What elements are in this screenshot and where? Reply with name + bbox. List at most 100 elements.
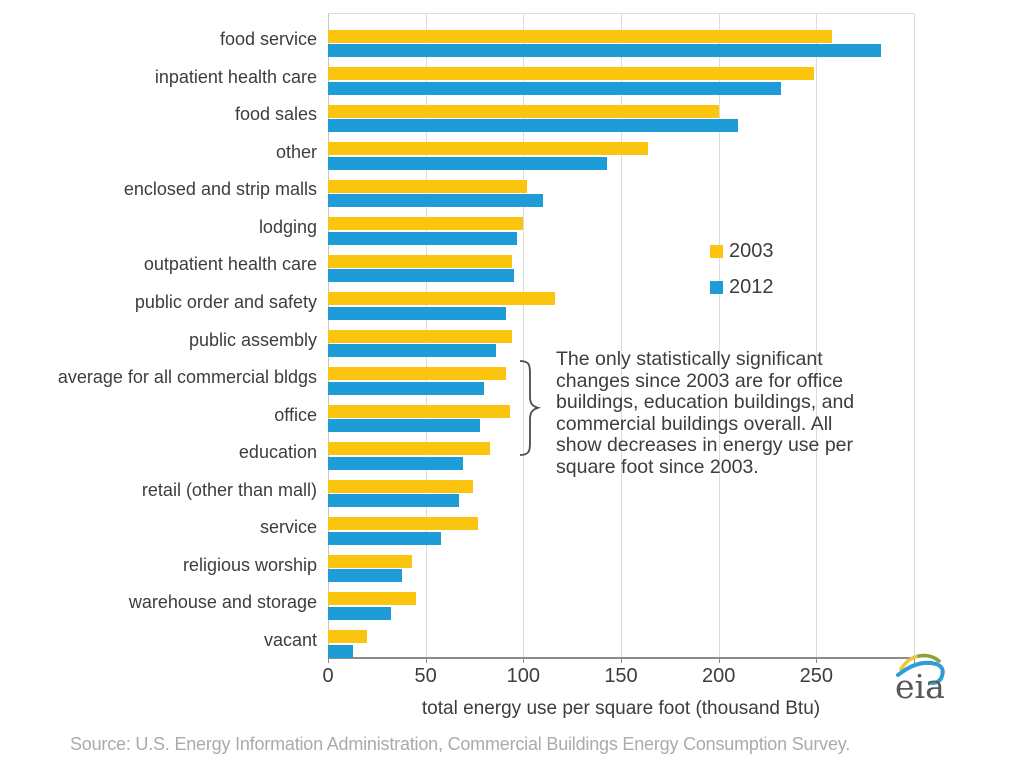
category-row: public order and safety <box>0 284 914 322</box>
bar-2003 <box>328 554 412 568</box>
category-label: other <box>275 141 317 162</box>
bar-2012 <box>328 456 463 470</box>
category-label: food service <box>219 29 317 50</box>
bar-group <box>328 584 914 622</box>
gridline <box>914 14 915 657</box>
category-row: outpatient health care <box>0 246 914 284</box>
legend-label-2012: 2012 <box>729 276 774 298</box>
category-row: enclosed and strip malls <box>0 171 914 209</box>
tick-mark <box>914 658 915 663</box>
bar-group <box>328 359 914 397</box>
category-label: warehouse and storage <box>128 592 317 613</box>
bar-2012 <box>328 44 881 57</box>
bar-2012 <box>328 231 518 245</box>
bar-2003 <box>328 292 555 306</box>
bar-group <box>328 396 914 434</box>
category-label: service <box>259 517 317 538</box>
legend-item-2012: 2012 <box>710 276 774 299</box>
gridline <box>621 14 622 657</box>
tick-mark <box>523 658 525 663</box>
legend: 2003 2012 <box>710 240 774 299</box>
bar-2012 <box>328 606 391 620</box>
bar-2003 <box>328 404 510 418</box>
gridline <box>523 14 525 657</box>
legend-swatch-2012 <box>710 281 723 294</box>
bar-group <box>328 622 914 660</box>
bar-2003 <box>328 517 479 531</box>
tick-label: 150 <box>604 665 638 687</box>
category-label: office <box>274 404 317 425</box>
bar-2012 <box>328 419 481 433</box>
tick-mark <box>328 658 329 663</box>
bar-2003 <box>328 104 719 118</box>
bar-2003 <box>328 329 512 343</box>
category-label: enclosed and strip malls <box>123 179 317 200</box>
category-row: vacant <box>0 622 914 660</box>
category-row: food sales <box>0 96 914 134</box>
x-axis-title: total energy use per square foot (thousa… <box>421 698 821 719</box>
bar-2012 <box>328 531 442 545</box>
bar-2003 <box>328 142 649 156</box>
bar-group <box>328 209 914 247</box>
tick-mark <box>425 658 427 663</box>
category-row: inpatient health care <box>0 59 914 97</box>
legend-item-2003: 2003 <box>710 240 774 263</box>
gridline <box>718 14 720 657</box>
tick-label: 0 <box>322 665 334 687</box>
gridline <box>816 14 818 657</box>
bar-2003 <box>328 217 524 231</box>
bar-group <box>328 171 914 209</box>
bar-2003 <box>328 442 491 456</box>
bar-group <box>328 434 914 472</box>
tick-mark <box>718 658 720 663</box>
tick-mark <box>621 658 622 663</box>
bar-2003 <box>328 592 416 606</box>
bar-2012 <box>328 269 514 283</box>
bar-2012 <box>328 194 543 208</box>
bar-2012 <box>328 119 739 133</box>
category-row: warehouse and storage <box>0 584 914 622</box>
category-label: vacant <box>263 629 317 650</box>
category-row: retail (other than mall) <box>0 471 914 509</box>
source-attribution: Source: U.S. Energy Information Administ… <box>70 734 851 754</box>
bar-group <box>328 509 914 547</box>
eia-logo: eia <box>895 653 945 704</box>
category-row: lodging <box>0 209 914 247</box>
bar-2012 <box>328 644 354 658</box>
bar-rows: food service inpatient health care food sa… <box>0 21 914 659</box>
category-row: service <box>0 509 914 547</box>
category-label: food sales <box>234 104 317 125</box>
category-label: religious worship <box>182 554 317 575</box>
category-row: public assembly <box>0 321 914 359</box>
bar-group <box>328 96 914 134</box>
category-row: average for all commercial bldgs <box>0 359 914 397</box>
tick-label: 250 <box>799 665 834 687</box>
bar-group <box>328 321 914 359</box>
bar-2012 <box>328 381 485 395</box>
tick-mark <box>816 658 818 663</box>
bar-group <box>328 134 914 172</box>
bar-group <box>328 471 914 509</box>
bar-group <box>328 21 914 59</box>
bar-2003 <box>328 179 528 193</box>
tick-label: 200 <box>701 665 736 687</box>
bar-2012 <box>328 81 782 95</box>
category-label: outpatient health care <box>143 254 317 275</box>
category-label: lodging <box>258 216 317 237</box>
bar-2003 <box>328 367 506 381</box>
category-label: education <box>238 442 317 463</box>
bar-group <box>328 284 914 322</box>
category-row: office <box>0 396 914 434</box>
category-label: average for all commercial bldgs <box>57 367 317 388</box>
category-row: education <box>0 434 914 472</box>
category-label: retail (other than mall) <box>141 479 317 500</box>
bar-2012 <box>328 344 496 358</box>
bar-2003 <box>328 67 815 81</box>
category-label: inpatient health care <box>154 66 317 87</box>
legend-swatch-2003 <box>710 245 723 258</box>
bar-2012 <box>328 494 459 508</box>
bar-group <box>328 546 914 584</box>
brace-annotation-icon <box>519 360 542 456</box>
category-row: religious worship <box>0 546 914 584</box>
